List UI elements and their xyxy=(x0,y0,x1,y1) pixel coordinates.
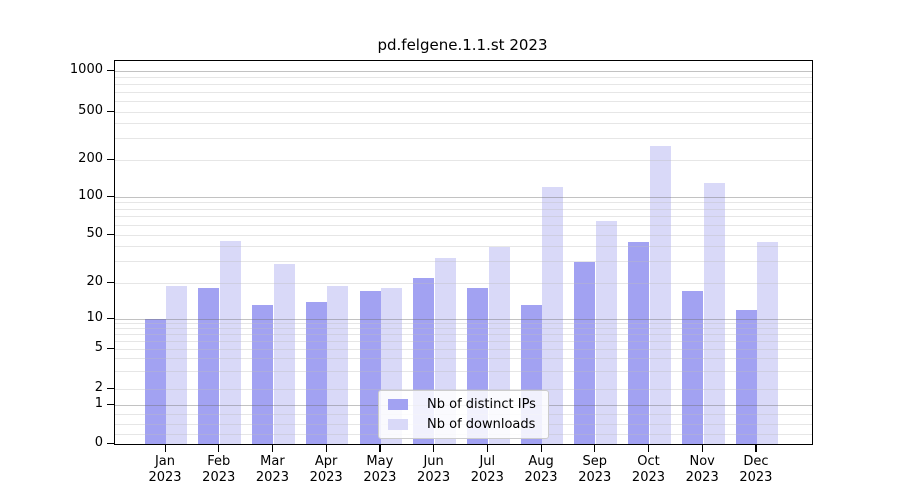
bars-layer xyxy=(115,61,812,444)
bar-distinct-ips-nov xyxy=(681,291,703,444)
legend-label-downloads: Nb of downloads xyxy=(427,417,536,432)
x-tick-label-mar: Mar 2023 xyxy=(255,454,289,485)
x-tick-mark xyxy=(701,444,703,452)
bar-downloads-jan xyxy=(166,285,188,444)
legend: Nb of distinct IPs Nb of downloads xyxy=(378,390,549,439)
x-tick-mark xyxy=(540,444,542,452)
y-tick-label: 0 xyxy=(94,435,103,450)
x-tick-label-jan: Jan 2023 xyxy=(148,454,182,485)
x-tick-mark xyxy=(594,444,596,452)
y-tick-mark xyxy=(107,387,114,389)
x-tick-mark xyxy=(325,444,327,452)
y-tick-label: 100 xyxy=(78,188,103,203)
chart-title: pd.felgene.1.1.st 2023 xyxy=(377,36,548,54)
y-tick-mark xyxy=(107,233,114,235)
x-tick-label-apr: Apr 2023 xyxy=(309,454,343,485)
y-tick-label: 1 xyxy=(94,396,103,411)
y-tick-label: 200 xyxy=(78,151,103,166)
plot-area: Nb of distinct IPs Nb of downloads xyxy=(114,60,813,445)
legend-row-downloads: Nb of downloads xyxy=(388,417,536,432)
x-tick-label-feb: Feb 2023 xyxy=(202,454,236,485)
bar-distinct-ips-feb xyxy=(198,288,220,444)
y-tick-mark xyxy=(107,347,114,349)
y-tick-label: 10 xyxy=(86,310,103,325)
bar-distinct-ips-may xyxy=(359,291,381,444)
bar-downloads-nov xyxy=(703,182,725,444)
y-tick-label: 1000 xyxy=(69,62,103,77)
bar-downloads-apr xyxy=(327,285,349,444)
y-tick-mark xyxy=(107,158,114,160)
x-tick-mark xyxy=(271,444,274,452)
legend-swatch-distinct-ips xyxy=(388,399,408,410)
bar-downloads-sep xyxy=(596,220,618,444)
x-tick-mark xyxy=(647,444,650,452)
bar-downloads-aug xyxy=(542,187,564,444)
legend-label-distinct-ips: Nb of distinct IPs xyxy=(427,397,536,412)
x-tick-label-sep: Sep 2023 xyxy=(578,454,612,485)
x-tick-label-oct: Oct 2023 xyxy=(631,454,666,485)
legend-swatch-downloads xyxy=(388,419,408,430)
y-tick-mark xyxy=(107,195,114,197)
y-tick-mark xyxy=(107,317,114,319)
x-tick-mark xyxy=(164,444,166,452)
y-tick-label: 5 xyxy=(94,340,103,355)
bar-downloads-mar xyxy=(273,263,295,444)
bar-distinct-ips-apr xyxy=(305,301,327,444)
x-tick-mark xyxy=(755,444,757,452)
x-tick-label-nov: Nov 2023 xyxy=(685,454,719,485)
y-tick-label: 500 xyxy=(78,103,103,118)
y-tick-label: 2 xyxy=(94,380,103,395)
bar-distinct-ips-jan xyxy=(144,319,166,444)
y-tick-label: 20 xyxy=(86,274,103,289)
x-tick-label-jul: Jul 2023 xyxy=(470,454,504,485)
y-tick-mark xyxy=(107,403,114,405)
y-tick-mark xyxy=(107,110,114,112)
y-tick-mark xyxy=(107,442,114,444)
y-tick-mark xyxy=(107,281,114,283)
bar-distinct-ips-sep xyxy=(574,261,596,444)
x-tick-label-aug: Aug 2023 xyxy=(524,454,558,485)
bar-downloads-feb xyxy=(220,240,242,444)
x-tick-label-jun: Jun 2023 xyxy=(417,454,451,485)
x-tick-mark xyxy=(433,444,435,452)
x-tick-label-may: May 2023 xyxy=(363,454,397,485)
bar-distinct-ips-oct xyxy=(628,241,650,444)
bar-distinct-ips-mar xyxy=(252,305,274,444)
x-tick-mark xyxy=(486,444,488,452)
bar-downloads-oct xyxy=(649,146,671,444)
x-tick-mark xyxy=(379,444,381,452)
bar-downloads-dec xyxy=(757,241,779,444)
x-tick-mark xyxy=(218,444,220,452)
y-tick-label: 50 xyxy=(86,226,103,241)
legend-row-distinct-ips: Nb of distinct IPs xyxy=(388,397,536,412)
y-tick-mark xyxy=(107,69,114,71)
x-tick-label-dec: Dec 2023 xyxy=(739,454,773,485)
bar-distinct-ips-dec xyxy=(735,309,757,444)
